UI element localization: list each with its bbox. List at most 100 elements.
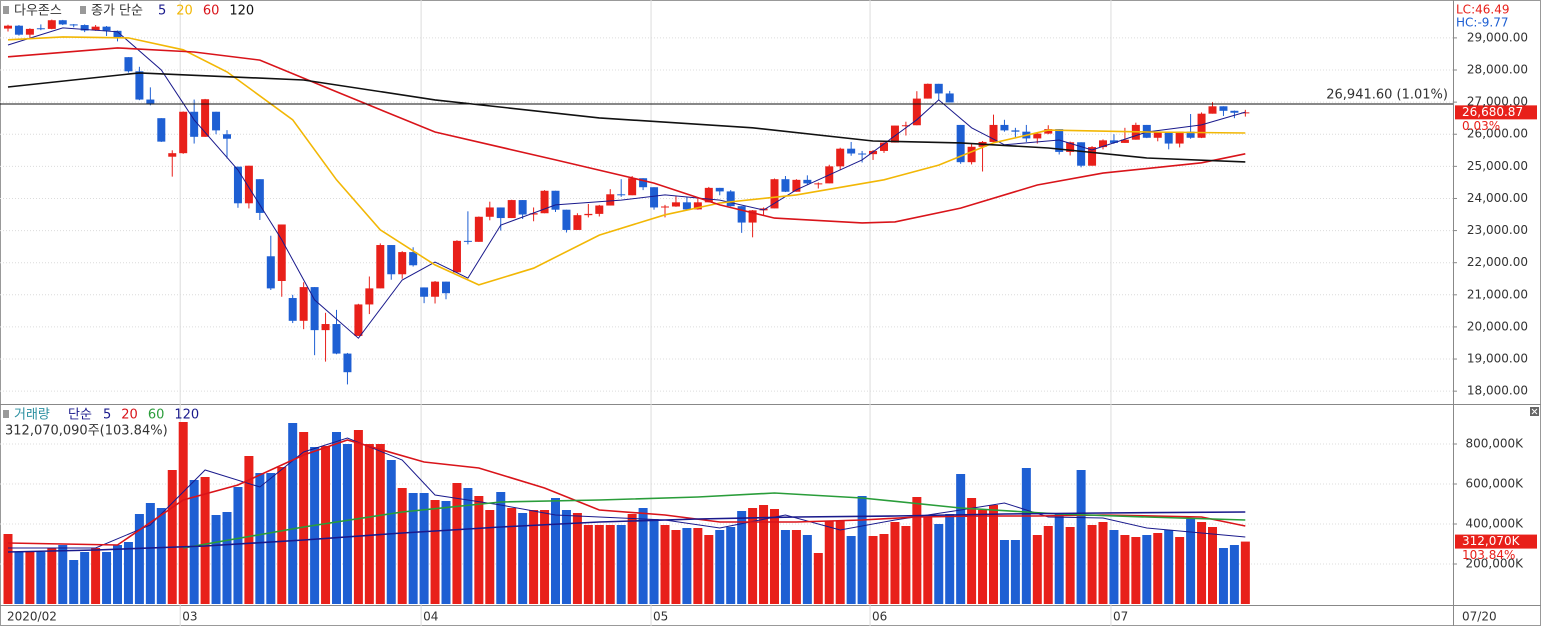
candle-body [244, 165, 253, 204]
volume-bar [123, 542, 133, 604]
volume-bar [649, 519, 659, 604]
candle-body [1208, 106, 1217, 114]
candle-body [803, 179, 812, 184]
legend-title: 다우존스 [14, 4, 62, 19]
candle-body [1066, 142, 1075, 152]
ma-line [7, 511, 1246, 553]
candle-body [606, 194, 615, 206]
ma-line [7, 27, 1246, 339]
candle-body [190, 111, 199, 137]
candle-body [923, 83, 932, 99]
candle-body [255, 179, 264, 213]
volume-bar [999, 540, 1009, 604]
volume-bar [956, 474, 966, 604]
candle-body [518, 200, 527, 215]
volume-bar [1021, 468, 1031, 604]
volume-bar [441, 501, 451, 604]
y-tick-label: 18,000.00 [1467, 384, 1528, 398]
volume-bar [605, 525, 615, 604]
volume-tag [1455, 534, 1537, 549]
ratio-label: 103.84% [1462, 548, 1515, 562]
volume-bar [1142, 535, 1152, 604]
change-label: 0.03% [1462, 119, 1500, 133]
candle-body [792, 179, 801, 192]
candle-body [1033, 133, 1042, 139]
volume-bar [277, 467, 287, 604]
lc-label: LC:46.49 [1456, 3, 1509, 17]
candle-body [47, 20, 56, 29]
legend-ma-label: 종가 단순 [91, 4, 143, 19]
volume-bar [1208, 527, 1217, 604]
volume-bar [14, 552, 24, 604]
volume-bar [102, 552, 112, 604]
volume-bar [419, 493, 429, 604]
y-tick-label: 29,000.00 [1467, 30, 1528, 44]
ma-line [7, 47, 1246, 224]
y-tick-label: 22,000.00 [1467, 255, 1528, 269]
candle-body [507, 200, 516, 219]
candle-body [463, 240, 472, 242]
volume-bar [945, 514, 955, 604]
volume-bar [561, 510, 571, 604]
candle-body [354, 304, 363, 336]
volume-bar [134, 514, 144, 604]
volume-bar [47, 548, 57, 604]
candle-body [91, 26, 100, 31]
candle-body [901, 125, 910, 127]
candle-body [201, 99, 210, 137]
volume-bar [572, 513, 582, 604]
close-icon-x [1531, 408, 1538, 415]
candle-body [376, 245, 385, 289]
volume-bar [693, 528, 703, 604]
volume-bar [967, 498, 977, 604]
candle-body [332, 324, 341, 354]
candle-body [1099, 140, 1107, 148]
volume-bar [923, 517, 933, 604]
candle-body [770, 179, 779, 209]
volume-bar [660, 525, 670, 604]
candle-body [146, 99, 155, 104]
volume-bar [25, 552, 35, 604]
candle-body [1011, 130, 1020, 132]
candle-body [1088, 147, 1097, 166]
volume-bar [912, 497, 922, 604]
legend-item: 60 [203, 4, 220, 19]
candle-body [945, 93, 954, 103]
candle-body [124, 57, 133, 72]
volume-bar [167, 470, 177, 604]
candle-body [452, 240, 461, 273]
legend-item: 20 [121, 408, 138, 423]
candle-body [277, 224, 286, 282]
candle-body [562, 209, 571, 230]
volume-bar [3, 534, 13, 604]
ma-line [7, 439, 1246, 546]
volume-bar [1131, 537, 1141, 604]
date-label: 07/20 [1462, 610, 1497, 624]
candle-body [1044, 129, 1053, 134]
volume-bar [244, 456, 254, 604]
candle-body [343, 353, 352, 373]
volume-bar [518, 513, 528, 604]
y-tick-label: 19,000.00 [1467, 352, 1528, 366]
volume-bar [704, 535, 714, 604]
volume-bar [583, 525, 593, 604]
volume-bar [671, 530, 681, 604]
volume-bar [58, 545, 68, 604]
volume-bar [890, 522, 900, 604]
candle-body [704, 187, 713, 203]
y-tick-label: 600,000K [1466, 477, 1525, 491]
candle-body [890, 125, 899, 143]
candle-body [1230, 110, 1239, 113]
volume-bar [934, 524, 944, 604]
volume-bar [288, 423, 298, 604]
candle-body [529, 213, 538, 215]
candle-body [496, 207, 505, 219]
volume-bar [266, 473, 276, 604]
candle-body [1120, 139, 1129, 143]
volume-bar [91, 548, 101, 604]
candle-body [639, 178, 648, 188]
volume-bar [1186, 519, 1196, 604]
candle-body [223, 134, 231, 139]
y-tick-label: 400,000K [1466, 517, 1525, 531]
